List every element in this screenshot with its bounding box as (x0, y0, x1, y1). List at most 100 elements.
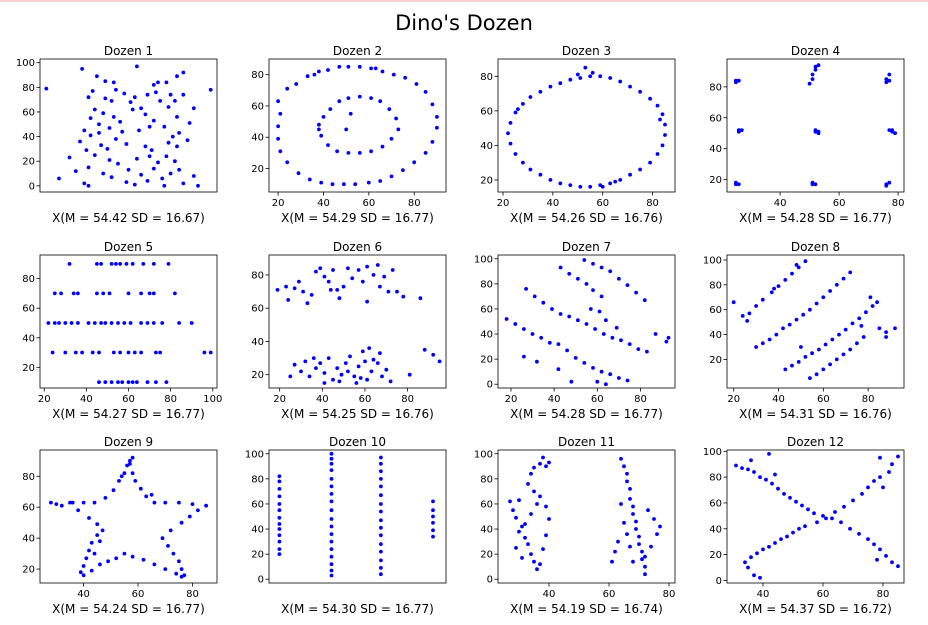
panel-1: Dozen 1 0 20 40 60 80 100 X(M = 54.42 SD = 16.6… (16, 44, 218, 225)
data-point (82, 181, 87, 186)
data-point (591, 261, 595, 266)
data-point (796, 265, 801, 270)
data-point (877, 326, 882, 331)
data-point (807, 81, 812, 86)
data-point (610, 559, 614, 564)
data-point (139, 291, 144, 296)
data-point (752, 573, 756, 578)
y-tick-label: 60 (251, 304, 264, 315)
data-point (538, 89, 543, 94)
data-point (329, 451, 334, 456)
data-point (181, 70, 186, 75)
data-point (329, 547, 334, 551)
y-tick-label: 80 (22, 83, 35, 94)
data-point (834, 282, 839, 287)
data-point (151, 118, 156, 123)
y-tick-label: 80 (251, 270, 264, 281)
data-point (182, 573, 187, 578)
data-point (109, 321, 114, 325)
data-point (664, 339, 669, 344)
data-point (813, 129, 818, 134)
data-point (830, 516, 834, 521)
data-point (175, 74, 179, 79)
data-point (358, 376, 363, 380)
data-point (277, 479, 282, 484)
data-point (346, 96, 351, 100)
data-point (813, 67, 818, 72)
x-axis-label: X(M = 54.29 SD = 16.77) (281, 211, 434, 225)
data-point (521, 102, 525, 106)
data-point (747, 311, 752, 316)
data-point (783, 367, 788, 372)
data-point (890, 462, 894, 467)
data-point (578, 184, 583, 189)
plot-frame (39, 254, 218, 389)
data-point (855, 341, 859, 346)
data-point (801, 312, 806, 317)
data-point (277, 474, 282, 479)
panel-12: Dozen 12 0 20 40 60 80 100 40 60 80 X(M = 54.37 SD… (703, 435, 905, 616)
data-point (124, 142, 129, 146)
data-point (658, 524, 662, 529)
data-point (625, 283, 630, 287)
data-point (181, 92, 186, 97)
data-point (631, 559, 635, 564)
data-point (103, 79, 108, 84)
data-point (550, 307, 554, 311)
data-point (118, 119, 122, 124)
data-point (356, 364, 361, 369)
data-point (547, 517, 551, 521)
data-point (92, 107, 97, 112)
data-point (523, 522, 527, 526)
data-point (284, 284, 288, 289)
data-point (388, 379, 393, 384)
data-point (73, 350, 78, 355)
data-point (135, 380, 139, 384)
data-point (128, 321, 133, 325)
data-point (535, 502, 539, 506)
data-point (599, 369, 604, 374)
data-point (755, 551, 759, 556)
data-point (97, 350, 101, 355)
x-tick-label: 20 (38, 394, 51, 405)
data-point (787, 322, 792, 327)
data-point (625, 479, 629, 484)
data-point (305, 74, 310, 79)
y-tick-label: 80 (480, 279, 493, 290)
top-border-line (0, 0, 928, 2)
data-point (595, 379, 600, 384)
data-point (625, 532, 629, 536)
panel-title: Dozen 11 (558, 435, 615, 449)
data-point (520, 524, 524, 529)
data-point (767, 452, 771, 456)
data-point (162, 183, 167, 188)
data-point (627, 342, 632, 346)
data-point (731, 300, 736, 305)
data-point (851, 498, 855, 503)
data-point (154, 350, 158, 355)
y-tick-label: 20 (480, 175, 493, 186)
data-point (84, 556, 89, 561)
data-point (179, 567, 184, 571)
data-point (160, 321, 165, 325)
data-point (81, 500, 86, 505)
y-tick-label: 40 (709, 144, 722, 155)
data-point (887, 72, 892, 77)
data-point (319, 133, 324, 138)
data-point (788, 495, 792, 500)
data-point (173, 99, 177, 103)
data-point (133, 479, 138, 483)
data-point (517, 529, 521, 534)
data-point (189, 321, 194, 325)
data-point (143, 144, 148, 149)
data-point (813, 182, 818, 187)
data-point (156, 80, 160, 85)
data-point (532, 465, 536, 470)
x-axis-label: X(M = 54.26 SD = 16.76) (510, 211, 663, 225)
x-tick-label: 40 (774, 198, 787, 209)
y-tick-label: 60 (22, 503, 35, 514)
data-point (174, 571, 179, 576)
data-point (151, 166, 156, 171)
data-point (57, 321, 61, 325)
data-point (154, 90, 158, 95)
